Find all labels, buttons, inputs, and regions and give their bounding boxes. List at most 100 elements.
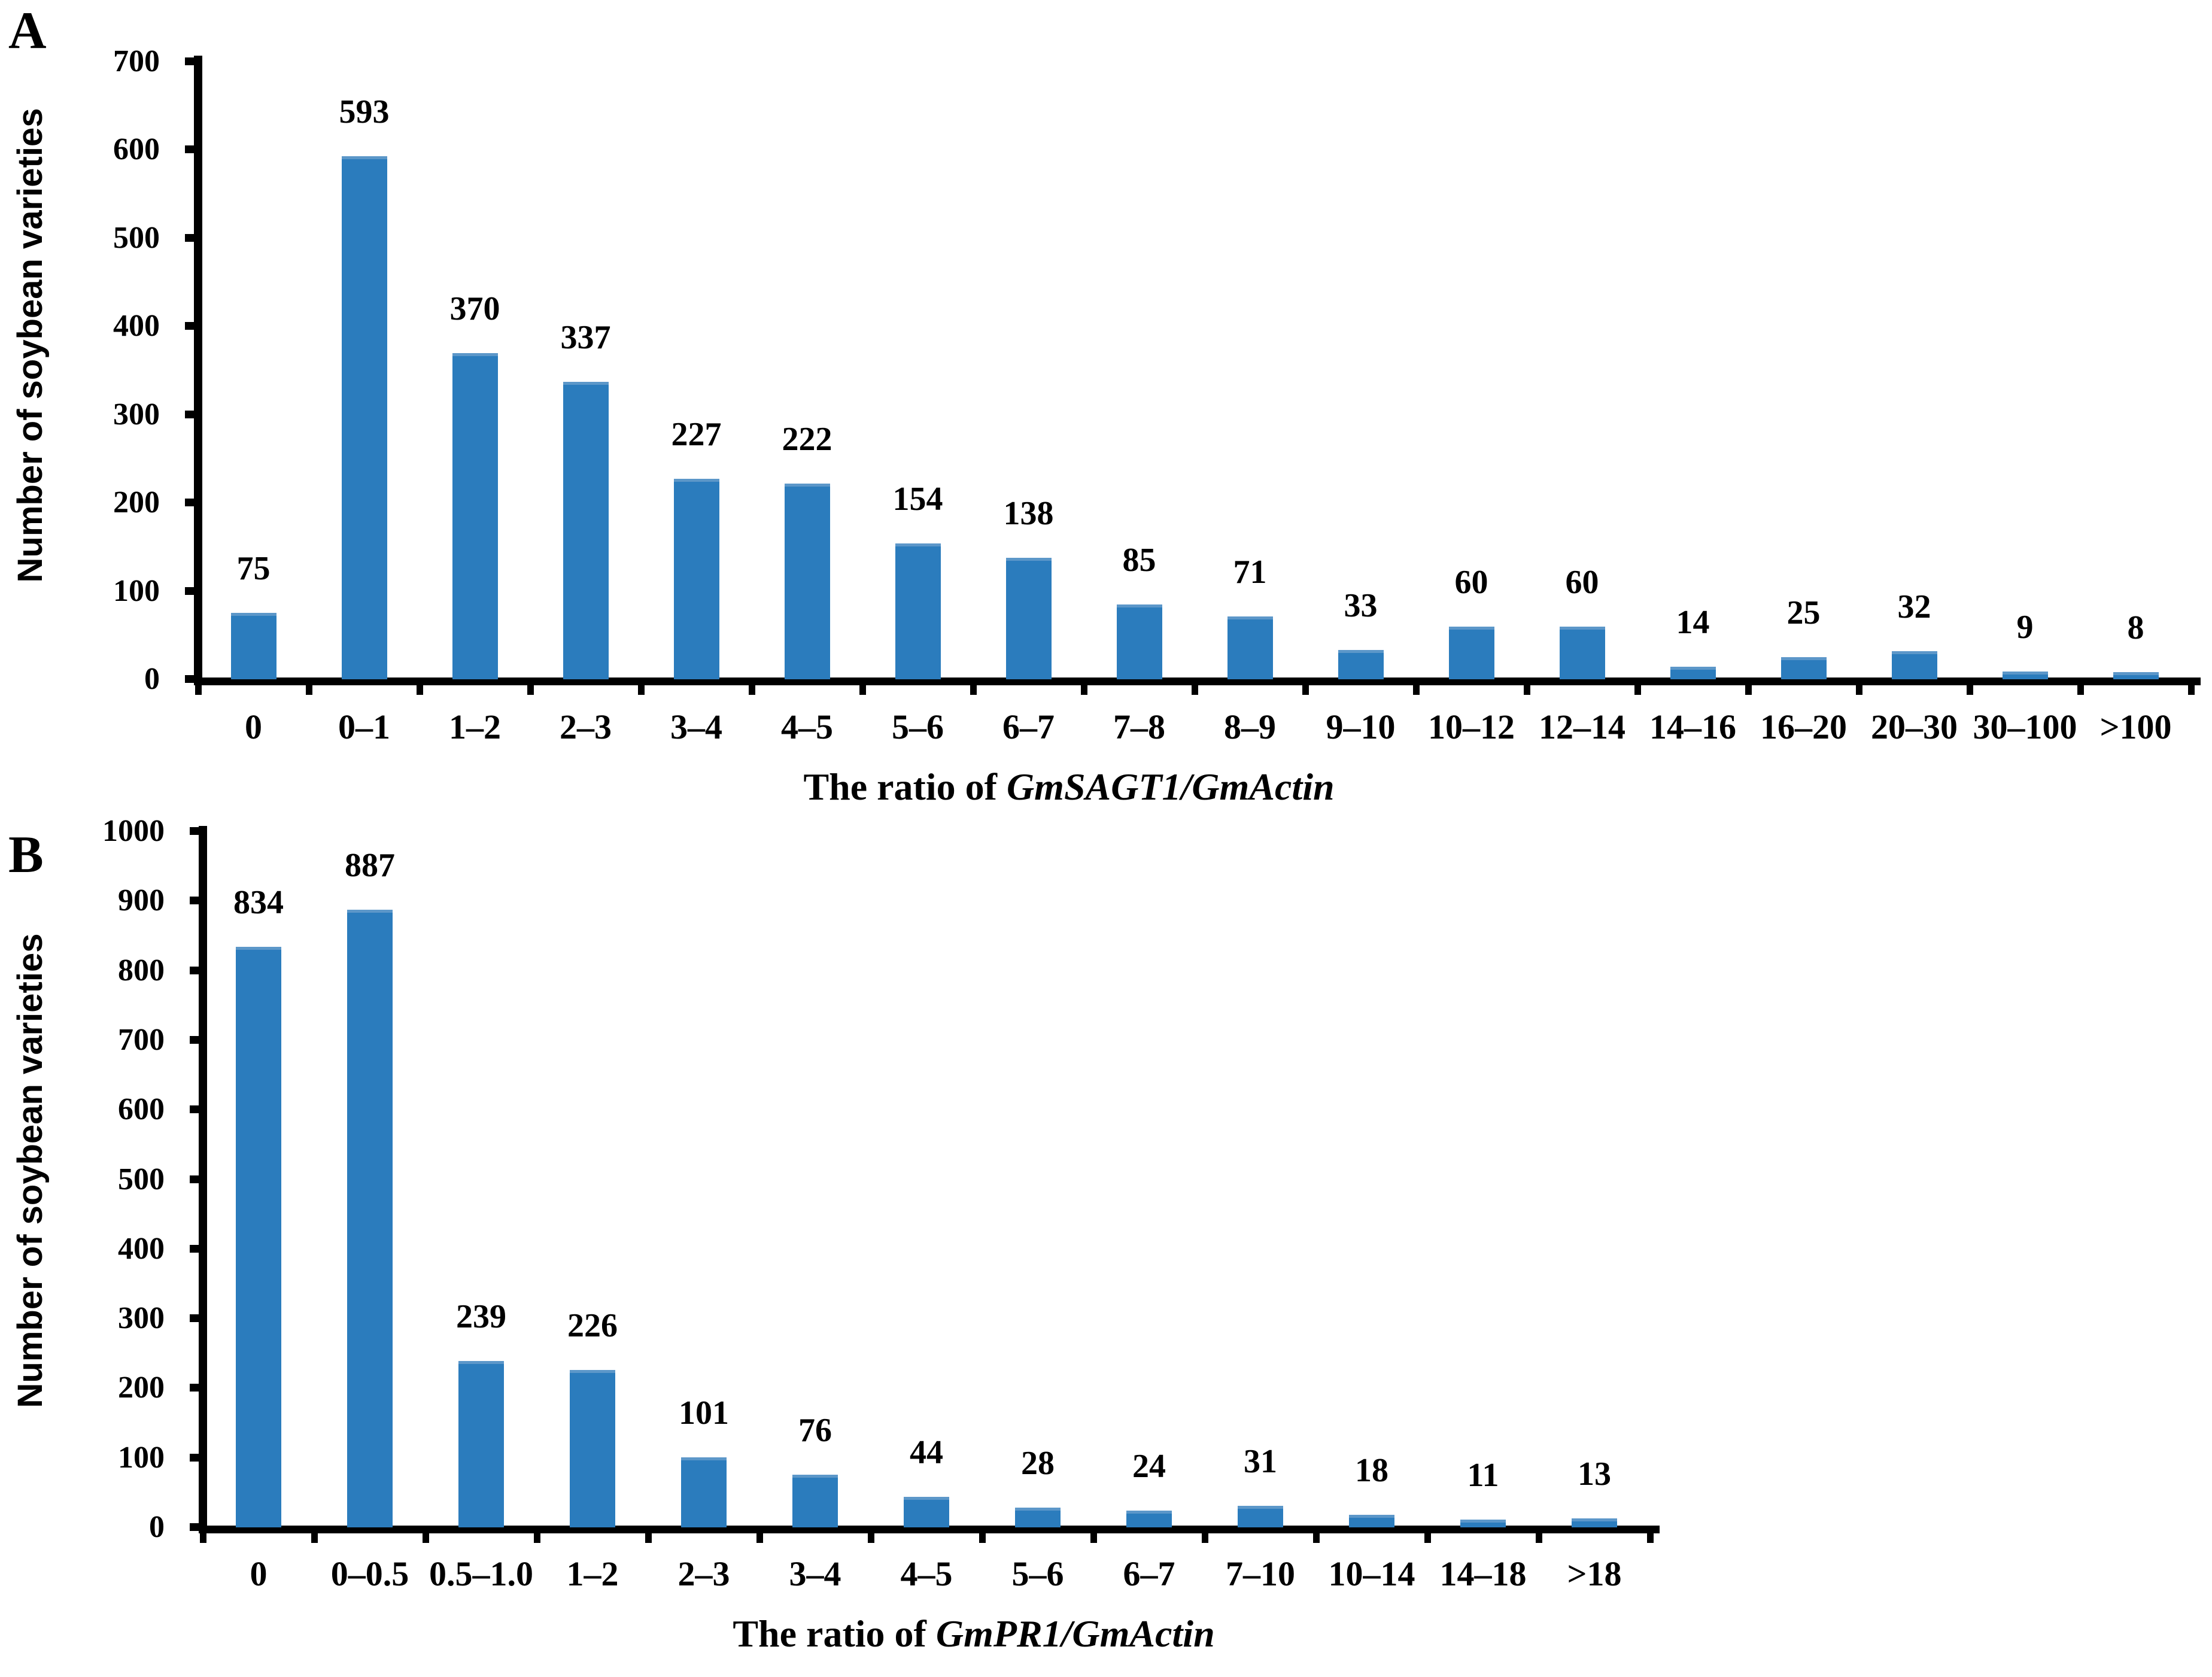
y-axis-tick — [185, 410, 194, 418]
y-axis-tick — [185, 145, 194, 154]
bar-value-label: 33 — [1344, 587, 1378, 625]
y-axis-tick — [190, 966, 199, 974]
bar-value-label: 24 — [1132, 1448, 1166, 1485]
x-axis-tick — [1413, 685, 1420, 695]
y-tick-label: 1000 — [102, 814, 165, 848]
x-tick-label: 10–12 — [1428, 707, 1515, 746]
x-axis-tick — [970, 685, 977, 695]
bar-value-label: 138 — [1003, 494, 1054, 532]
x-axis-tick — [979, 1533, 986, 1543]
bar — [784, 483, 830, 679]
bar-value-label: 60 — [1565, 563, 1599, 601]
x-axis-tick — [868, 1533, 874, 1543]
bar — [1126, 1511, 1172, 1527]
bar-value-label: 154 — [892, 480, 943, 518]
x-axis-tick — [1302, 685, 1309, 695]
x-tick-label: 20–30 — [1871, 707, 1958, 746]
x-tick-label: 14–18 — [1439, 1554, 1527, 1593]
x-axis-tick — [311, 1533, 318, 1543]
bar-value-label: 31 — [1244, 1442, 1277, 1480]
bar-value-label: 32 — [1897, 588, 1931, 625]
x-tick-label: 7–8 — [1113, 707, 1165, 746]
bar — [1349, 1515, 1394, 1527]
y-axis-tick — [185, 233, 194, 242]
y-axis-line — [199, 826, 207, 1533]
bar-value-label: 75 — [236, 550, 271, 588]
bar — [1227, 616, 1273, 679]
y-tick-label: 900 — [118, 883, 165, 918]
bar-value-label: 222 — [782, 420, 832, 458]
bar-value-label: 239 — [456, 1298, 506, 1336]
bar — [1338, 650, 1384, 679]
x-tick-label: 0–1 — [338, 707, 390, 746]
y-axis-tick — [185, 57, 194, 65]
bar — [673, 479, 719, 679]
x-axis-tick — [1081, 685, 1087, 695]
bar-value-label: 18 — [1355, 1452, 1388, 1490]
x-tick-label: 6–7 — [1002, 707, 1055, 746]
x-tick-label: 5–6 — [1011, 1554, 1064, 1593]
x-axis-tick — [749, 685, 755, 695]
x-tick-label: >100 — [2099, 707, 2172, 746]
x-tick-label: >18 — [1567, 1554, 1622, 1593]
y-tick-label: 200 — [113, 485, 160, 520]
x-tick-label: 4–5 — [781, 707, 833, 746]
bar — [1891, 651, 1937, 679]
x-tick-label: 14–16 — [1649, 707, 1736, 746]
x-axis-tick — [1856, 685, 1862, 695]
bar-value-label: 13 — [1578, 1455, 1611, 1493]
x-axis-tick — [645, 1533, 652, 1543]
y-axis-tick — [185, 322, 194, 330]
x-tick-label: 1–2 — [566, 1554, 619, 1593]
y-axis-tick — [185, 587, 194, 595]
y-axis-tick — [185, 499, 194, 507]
y-tick-label: 600 — [118, 1092, 165, 1127]
x-axis-tick — [527, 685, 534, 695]
y-tick-label: 800 — [118, 953, 165, 988]
x-axis-tick — [1536, 1533, 1542, 1543]
x-axis-tick — [423, 1533, 429, 1543]
bar-value-label: 9 — [2016, 608, 2034, 646]
y-axis-tick — [190, 1105, 199, 1114]
x-tick-label: 2–3 — [560, 707, 612, 746]
y-axis-tick — [190, 1314, 199, 1323]
x-tick-label: 0 — [250, 1554, 268, 1593]
y-tick-label: 0 — [149, 1510, 165, 1544]
y-tick-label: 0 — [144, 662, 160, 696]
x-tick-label: 3–4 — [789, 1554, 841, 1593]
x-tick-label: 1–2 — [449, 707, 501, 746]
x-axis-tick — [1745, 685, 1752, 695]
x-tick-label: 3–4 — [670, 707, 722, 746]
bar-value-label: 887 — [345, 847, 395, 885]
y-tick-label: 400 — [118, 1231, 165, 1266]
panel-b-x-title-gene: GmPR1/GmActin — [935, 1612, 1215, 1655]
x-tick-label: 0.5–1.0 — [429, 1554, 533, 1593]
bar — [681, 1457, 727, 1527]
x-axis-line — [194, 678, 2201, 685]
panel-a-x-title-gene: GmSAGT1/GmActin — [1006, 765, 1335, 808]
bar-value-label: 370 — [449, 290, 500, 327]
y-axis-tick — [190, 1175, 199, 1183]
bar — [1559, 626, 1605, 679]
x-axis-tick — [756, 1533, 763, 1543]
bar-value-label: 25 — [1786, 594, 1821, 632]
y-axis-tick — [190, 1244, 199, 1253]
bar-value-label: 76 — [798, 1411, 832, 1449]
x-tick-label: 0 — [245, 707, 262, 746]
bar — [570, 1370, 615, 1527]
y-axis-tick — [190, 1453, 199, 1462]
x-tick-label: 12–14 — [1539, 707, 1625, 746]
bar — [230, 613, 276, 679]
panel-a-label: A — [8, 2, 47, 60]
bar — [236, 947, 281, 1527]
x-axis-tick — [1313, 1533, 1320, 1543]
bar-value-label: 593 — [339, 93, 390, 130]
bar-value-label: 11 — [1467, 1457, 1499, 1494]
panel-a-x-axis-title: The ratio of GmSAGT1/GmActin — [500, 768, 1637, 806]
y-axis-tick — [185, 675, 194, 683]
bar-value-label: 226 — [567, 1307, 618, 1345]
x-tick-label: 7–10 — [1226, 1554, 1295, 1593]
